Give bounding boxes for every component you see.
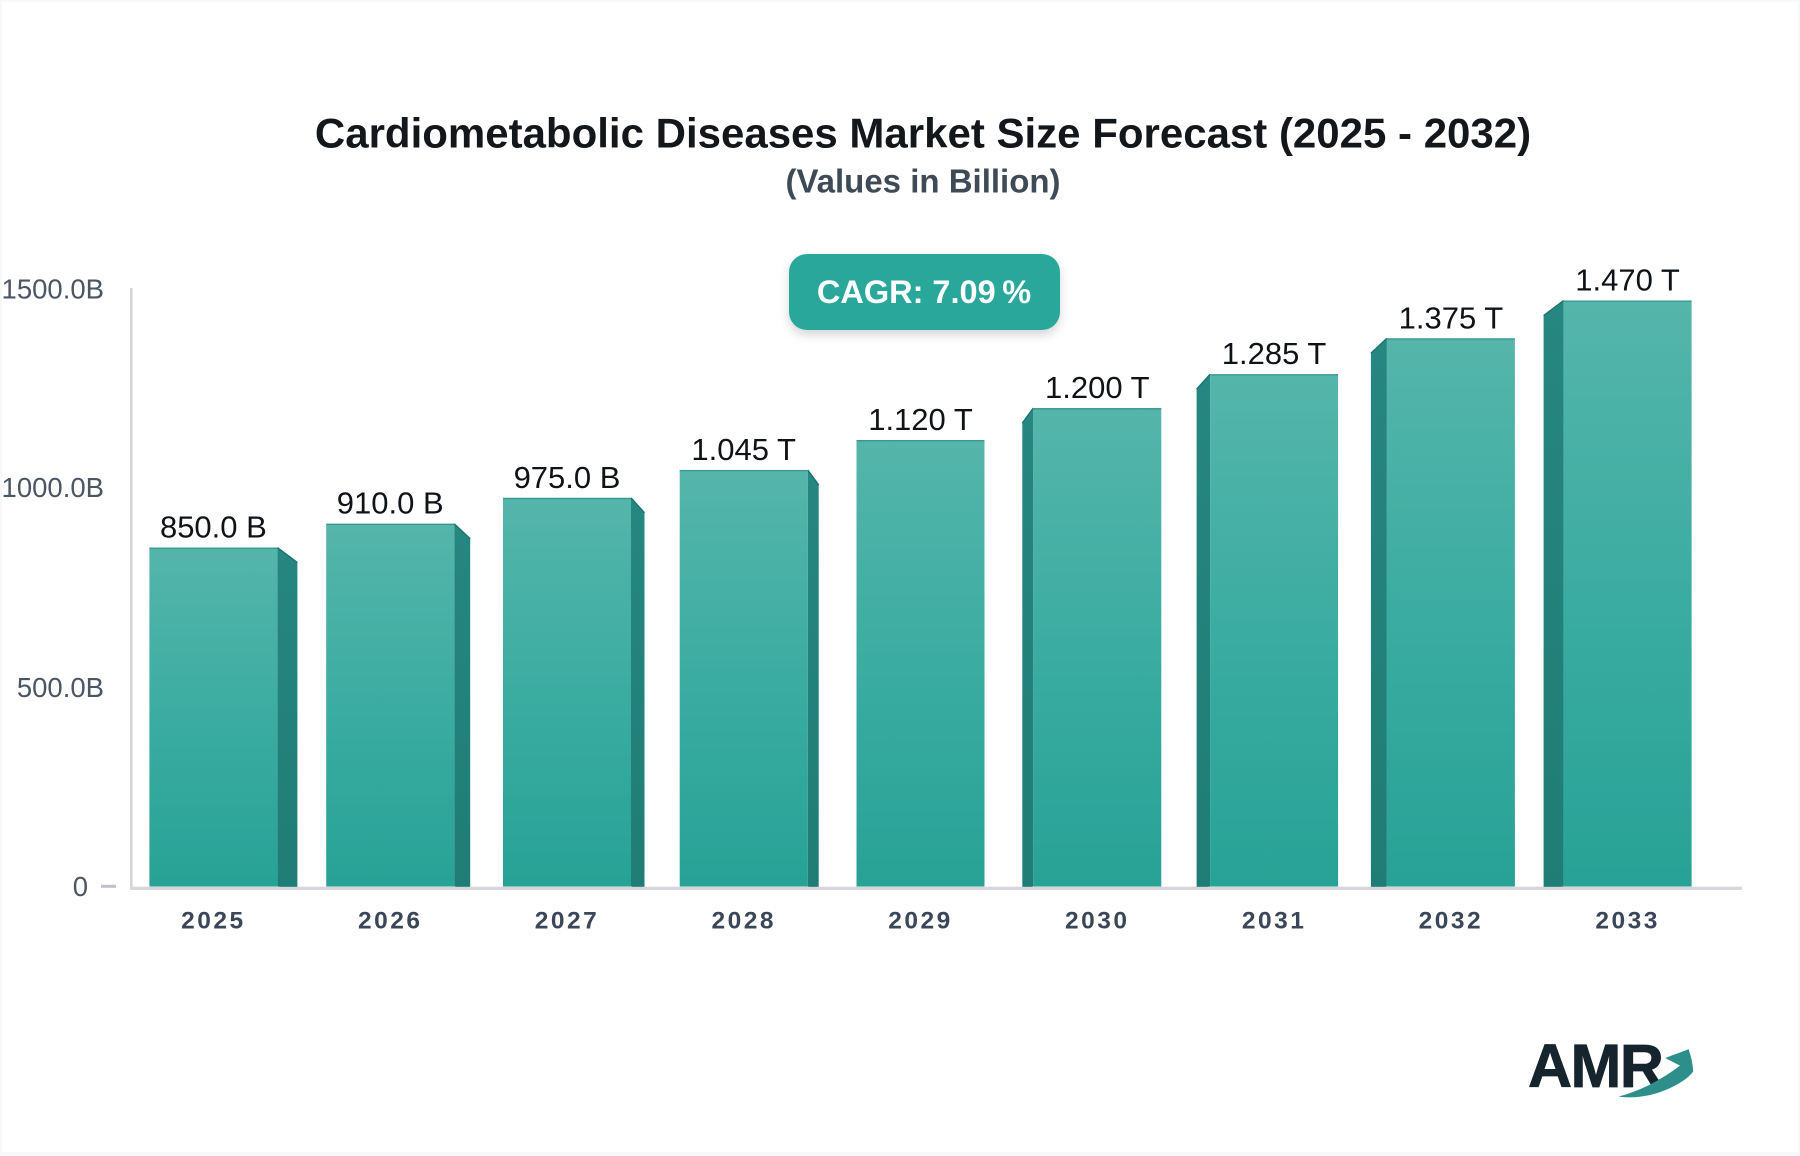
svg-text:0: 0 xyxy=(73,871,88,902)
svg-text:910.0 B: 910.0 B xyxy=(337,486,444,521)
svg-text:1.045 T: 1.045 T xyxy=(691,432,796,467)
svg-text:2027: 2027 xyxy=(535,908,600,935)
svg-text:Cardiometabolic Diseases Marke: Cardiometabolic Diseases Market Size For… xyxy=(315,110,1531,157)
svg-text:1.470 T: 1.470 T xyxy=(1575,263,1680,298)
svg-text:850.0 B: 850.0 B xyxy=(160,510,267,545)
svg-text:975.0 B: 975.0 B xyxy=(514,460,621,495)
svg-text:2031: 2031 xyxy=(1242,908,1307,935)
svg-text:(Values in Billion): (Values in Billion) xyxy=(785,163,1060,200)
svg-text:1.285 T: 1.285 T xyxy=(1222,336,1327,371)
svg-text:2029: 2029 xyxy=(888,908,953,935)
svg-text:2033: 2033 xyxy=(1595,908,1660,935)
svg-text:2032: 2032 xyxy=(1419,908,1484,935)
svg-text:2026: 2026 xyxy=(358,908,423,935)
svg-text:CAGR: 7.09 %: CAGR: 7.09 % xyxy=(817,274,1031,310)
svg-text:500.0B: 500.0B xyxy=(17,672,104,703)
svg-text:1.375 T: 1.375 T xyxy=(1399,300,1504,335)
svg-text:2025: 2025 xyxy=(181,908,246,935)
svg-text:2028: 2028 xyxy=(711,908,776,935)
svg-text:1.200 T: 1.200 T xyxy=(1045,370,1150,405)
svg-text:1.120 T: 1.120 T xyxy=(868,402,973,437)
svg-text:1000.0B: 1000.0B xyxy=(2,472,104,503)
svg-text:2030: 2030 xyxy=(1065,908,1130,935)
svg-text:1500.0B: 1500.0B xyxy=(2,273,104,304)
